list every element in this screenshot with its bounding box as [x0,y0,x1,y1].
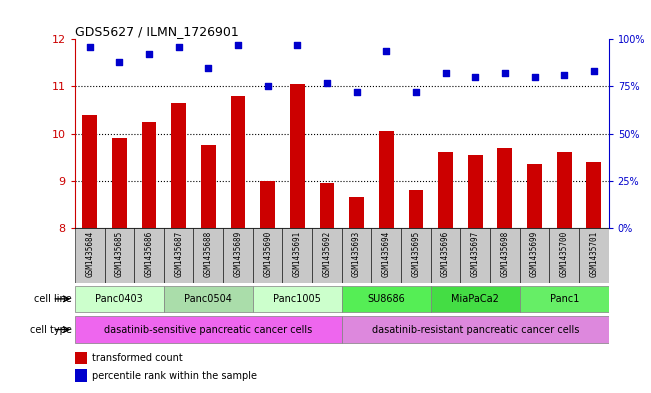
Text: MiaPaCa2: MiaPaCa2 [451,294,499,304]
Text: Panc0403: Panc0403 [96,294,143,304]
Point [440,70,450,76]
Text: GSM1435694: GSM1435694 [381,231,391,277]
Text: dasatinib-sensitive pancreatic cancer cells: dasatinib-sensitive pancreatic cancer ce… [104,325,312,334]
Bar [431,228,460,283]
Bar [342,286,431,312]
Bar [409,190,423,228]
Bar [349,197,364,228]
Point [559,72,570,78]
Point [411,89,421,95]
Bar [230,96,245,228]
Text: GSM1435684: GSM1435684 [85,231,94,277]
Bar [253,228,283,283]
Text: GSM1435695: GSM1435695 [411,231,421,277]
Text: percentile rank within the sample: percentile rank within the sample [92,371,257,381]
Bar [519,228,549,283]
Bar [201,145,215,228]
Point [203,64,214,71]
Bar [557,152,572,228]
Bar [75,352,87,364]
Point [233,42,243,48]
Bar [112,138,127,228]
Text: GSM1435701: GSM1435701 [589,231,598,277]
Bar [579,228,609,283]
Bar [587,162,602,228]
Bar [260,181,275,228]
Bar [82,115,97,228]
Point [85,44,95,50]
Bar [401,228,431,283]
Text: GSM1435692: GSM1435692 [322,231,331,277]
Bar [438,152,453,228]
Bar [75,316,342,343]
Text: SU8686: SU8686 [367,294,405,304]
Text: cell type: cell type [30,325,72,334]
Bar [372,228,401,283]
Bar [519,286,609,312]
Point [114,59,124,65]
Bar [134,228,164,283]
Bar [290,84,305,228]
Bar [468,155,482,228]
Text: cell line: cell line [34,294,72,304]
Text: GSM1435687: GSM1435687 [174,231,183,277]
Bar [549,228,579,283]
Text: GSM1435698: GSM1435698 [501,231,509,277]
Bar [164,228,193,283]
Point [470,74,480,80]
Point [500,70,510,76]
Text: GDS5627 / ILMN_1726901: GDS5627 / ILMN_1726901 [75,25,239,38]
Bar [171,103,186,228]
Text: GSM1435686: GSM1435686 [145,231,154,277]
Bar [223,228,253,283]
Text: Panc1005: Panc1005 [273,294,321,304]
Bar [527,164,542,228]
Point [352,89,362,95]
Text: GSM1435693: GSM1435693 [352,231,361,277]
Bar [105,228,134,283]
Bar [164,286,253,312]
Bar [342,316,609,343]
Text: GSM1435700: GSM1435700 [560,231,569,277]
Text: GSM1435685: GSM1435685 [115,231,124,277]
Text: GSM1435697: GSM1435697 [471,231,480,277]
Point [589,68,599,75]
Point [322,79,332,86]
Bar [283,228,312,283]
Bar [142,122,156,228]
Bar [379,131,394,228]
Point [529,74,540,80]
Text: transformed count: transformed count [92,353,183,363]
Bar [490,228,519,283]
Text: GSM1435688: GSM1435688 [204,231,213,277]
Text: Panc1: Panc1 [549,294,579,304]
Point [262,83,273,90]
Text: GSM1435689: GSM1435689 [234,231,242,277]
Point [292,42,303,48]
Bar [75,228,105,283]
Bar [497,148,512,228]
Text: GSM1435696: GSM1435696 [441,231,450,277]
Bar [193,228,223,283]
Bar [312,228,342,283]
Bar [320,183,335,228]
Bar [460,228,490,283]
Point [144,51,154,57]
Bar [75,369,87,382]
Point [381,48,391,54]
Text: Panc0504: Panc0504 [184,294,232,304]
Bar [431,286,519,312]
Bar [75,286,164,312]
Text: GSM1435690: GSM1435690 [263,231,272,277]
Bar [253,286,342,312]
Point [173,44,184,50]
Text: GSM1435699: GSM1435699 [530,231,539,277]
Text: dasatinib-resistant pancreatic cancer cells: dasatinib-resistant pancreatic cancer ce… [372,325,579,334]
Text: GSM1435691: GSM1435691 [293,231,302,277]
Bar [342,228,372,283]
